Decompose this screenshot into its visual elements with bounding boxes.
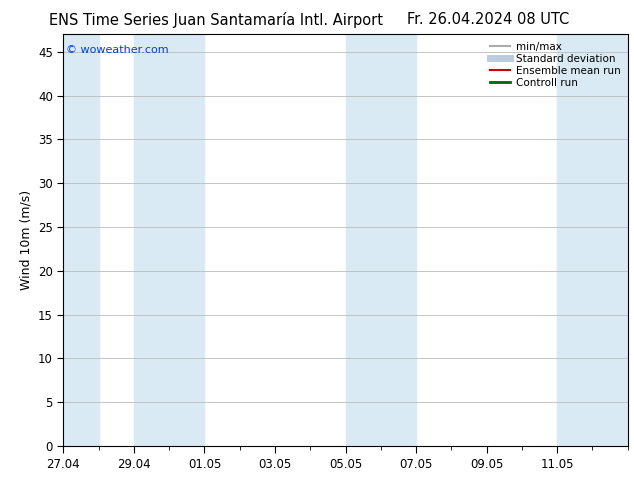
Bar bbox=[346, 34, 416, 446]
Bar bbox=[63, 34, 99, 446]
Legend: min/max, Standard deviation, Ensemble mean run, Controll run: min/max, Standard deviation, Ensemble me… bbox=[488, 40, 623, 90]
Y-axis label: Wind 10m (m/s): Wind 10m (m/s) bbox=[20, 190, 32, 290]
Bar bbox=[557, 34, 628, 446]
Bar bbox=[134, 34, 204, 446]
Text: Fr. 26.04.2024 08 UTC: Fr. 26.04.2024 08 UTC bbox=[407, 12, 569, 27]
Text: © woweather.com: © woweather.com bbox=[66, 45, 169, 54]
Text: ENS Time Series Juan Santamaría Intl. Airport: ENS Time Series Juan Santamaría Intl. Ai… bbox=[49, 12, 382, 28]
